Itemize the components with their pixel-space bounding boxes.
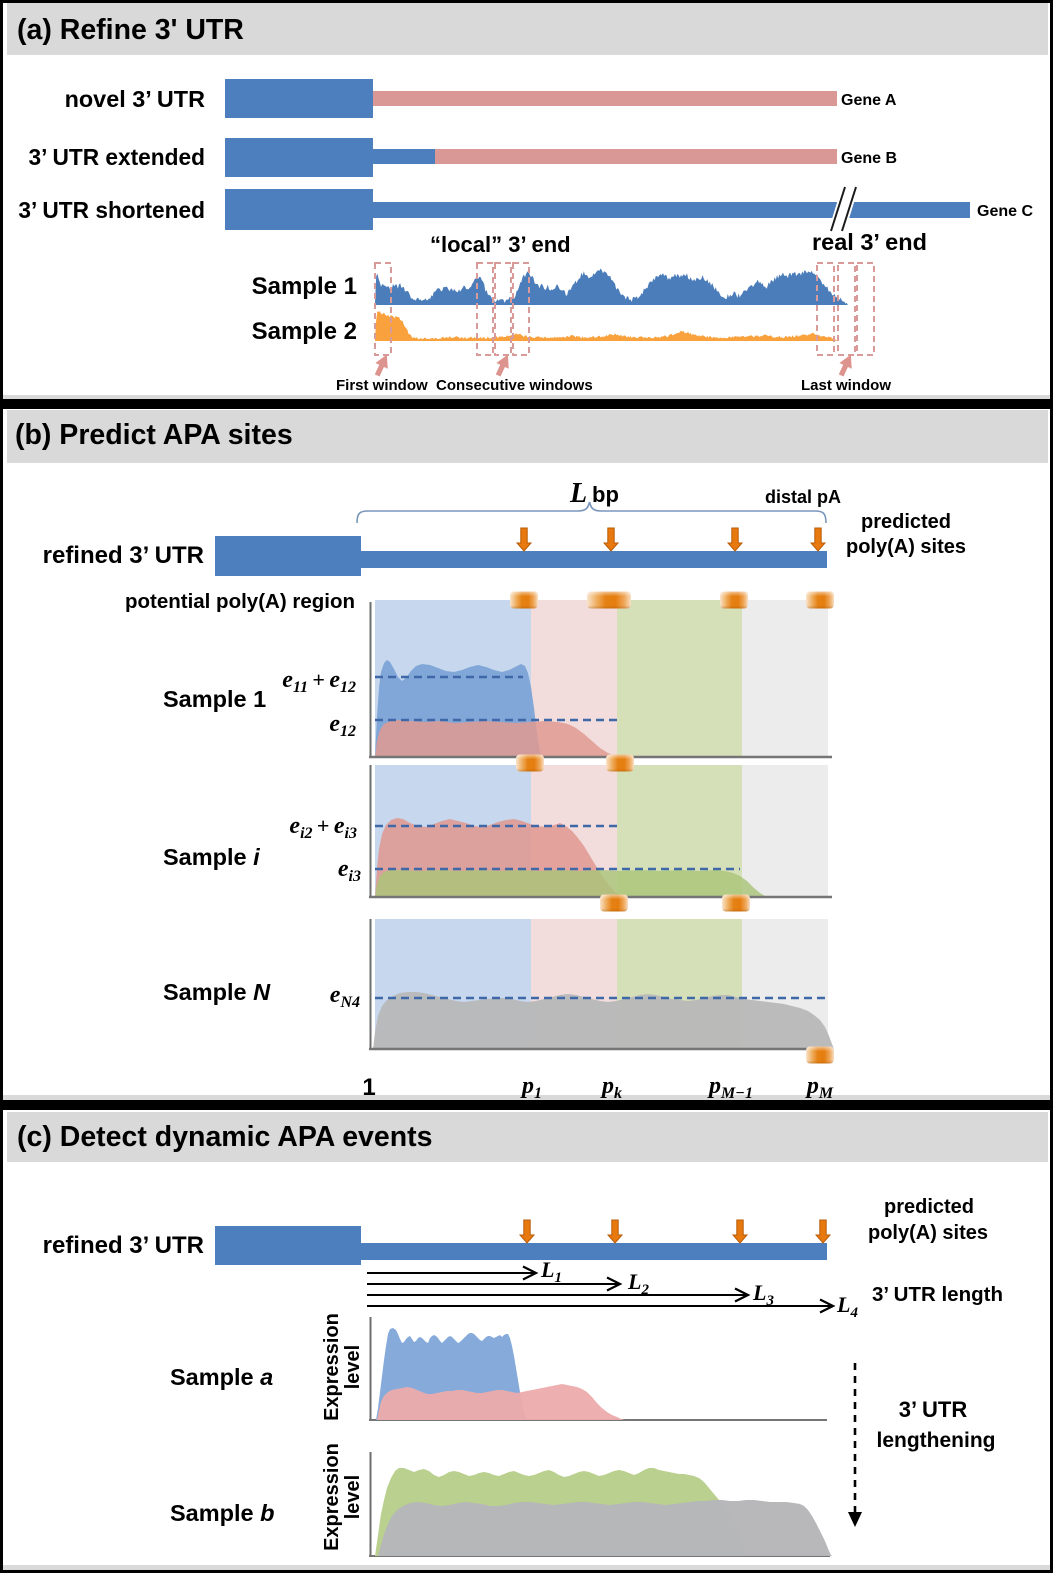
svg-text:Gene B: Gene B bbox=[841, 150, 897, 167]
svg-text:predicted: predicted bbox=[861, 511, 951, 533]
svg-text:predicted: predicted bbox=[884, 1196, 974, 1218]
svg-text:Sample 1: Sample 1 bbox=[252, 273, 357, 300]
svg-text:lengthening: lengthening bbox=[877, 1429, 996, 1452]
svg-text:level: level bbox=[342, 1475, 364, 1519]
svg-text:refined 3’ UTR: refined 3’ UTR bbox=[43, 542, 204, 569]
svg-text:refined 3’ UTR: refined 3’ UTR bbox=[43, 1232, 204, 1259]
svg-text:(b) Predict APA sites: (b) Predict APA sites bbox=[15, 419, 293, 451]
svg-text:potential poly(A) region: potential poly(A) region bbox=[125, 590, 355, 613]
svg-text:Last window: Last window bbox=[801, 377, 891, 394]
svg-text:3’ UTR shortened: 3’ UTR shortened bbox=[18, 197, 205, 223]
svg-text:3’ UTR length: 3’ UTR length bbox=[872, 1283, 1003, 1306]
svg-text:Sample N: Sample N bbox=[163, 979, 271, 1005]
svg-text:real 3’ end: real 3’ end bbox=[812, 229, 927, 255]
svg-text:bp: bp bbox=[592, 482, 619, 507]
svg-text:3’ UTR extended: 3’ UTR extended bbox=[28, 144, 205, 170]
svg-text:Sample 2: Sample 2 bbox=[252, 318, 357, 345]
svg-text:3’ UTR: 3’ UTR bbox=[899, 1397, 968, 1422]
svg-text:Sample 1: Sample 1 bbox=[163, 686, 266, 712]
svg-text:(a) Refine 3' UTR: (a) Refine 3' UTR bbox=[17, 14, 244, 46]
svg-text:Gene A: Gene A bbox=[841, 92, 897, 109]
svg-text:(c) Detect dynamic APA events: (c) Detect dynamic APA events bbox=[17, 1121, 433, 1153]
svg-text:Sample i: Sample i bbox=[163, 844, 260, 870]
svg-text:First window: First window bbox=[336, 377, 428, 394]
svg-text:L: L bbox=[569, 478, 587, 509]
svg-text:“local” 3’ end: “local” 3’ end bbox=[430, 232, 571, 257]
svg-text:Expression: Expression bbox=[321, 1443, 343, 1551]
svg-text:novel 3’ UTR: novel 3’ UTR bbox=[65, 86, 205, 112]
svg-text:Consecutive windows: Consecutive windows bbox=[436, 377, 593, 394]
svg-text:distal pA: distal pA bbox=[765, 487, 841, 507]
svg-text:Sample b: Sample b bbox=[170, 1500, 274, 1526]
svg-text:level: level bbox=[342, 1345, 364, 1389]
svg-text:1: 1 bbox=[362, 1074, 375, 1101]
svg-text:Sample a: Sample a bbox=[170, 1364, 273, 1390]
svg-text:Expression: Expression bbox=[321, 1313, 343, 1421]
svg-text:poly(A) sites: poly(A) sites bbox=[846, 536, 966, 558]
svg-text:poly(A) sites: poly(A) sites bbox=[868, 1222, 988, 1244]
svg-text:Gene C: Gene C bbox=[977, 203, 1033, 220]
